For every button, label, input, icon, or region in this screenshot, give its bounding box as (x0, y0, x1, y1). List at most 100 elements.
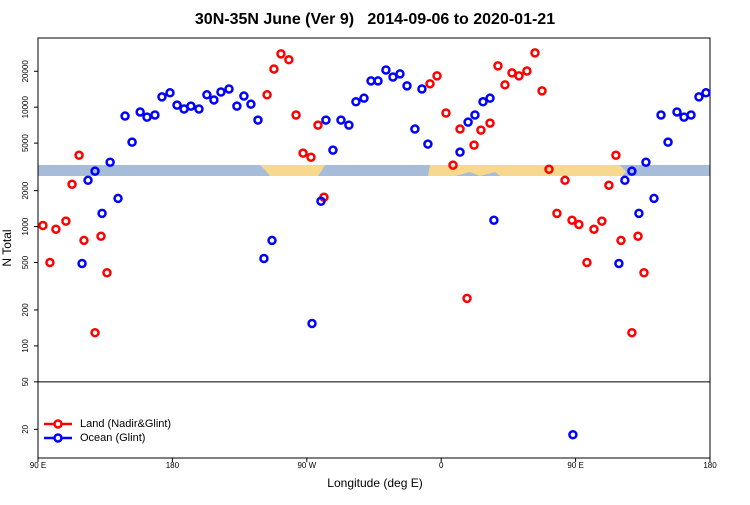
point (74, 150, 84, 160)
point (316, 196, 326, 206)
point (616, 235, 626, 246)
point (410, 124, 420, 134)
x-axis-label: Longitude (deg E) (327, 476, 422, 490)
point (373, 76, 383, 86)
land-strip (260, 165, 325, 176)
point (470, 110, 480, 120)
point (641, 157, 651, 167)
point (142, 112, 152, 122)
point (476, 125, 486, 135)
point (61, 216, 71, 226)
point (113, 193, 123, 204)
point (105, 157, 115, 167)
point (120, 111, 130, 121)
point (500, 80, 510, 90)
point (239, 91, 249, 101)
point (336, 115, 346, 125)
point (224, 84, 234, 94)
y-tick-label: 20000 (21, 60, 30, 83)
point (485, 118, 495, 128)
point (597, 216, 607, 226)
point (402, 81, 412, 91)
point (582, 257, 592, 268)
x-tick-label: 0 (439, 461, 444, 470)
point (574, 219, 584, 230)
point (627, 166, 637, 176)
point (216, 87, 226, 97)
point (83, 175, 93, 186)
point (150, 110, 160, 120)
point (417, 84, 427, 94)
point (79, 235, 89, 246)
point (478, 97, 488, 107)
point (560, 175, 570, 186)
legend-label: Land (Nadir&Glint) (80, 418, 171, 430)
point (321, 115, 331, 125)
point (344, 120, 354, 130)
point (493, 61, 503, 71)
plot-frame (37, 37, 711, 459)
point (291, 110, 301, 120)
point (522, 66, 532, 76)
y-axis-label: N Total (0, 229, 14, 266)
point (423, 139, 433, 149)
legend-marker (53, 419, 63, 429)
y-tick-label: 5000 (21, 134, 30, 152)
point (530, 48, 540, 58)
point (306, 152, 316, 162)
point (51, 224, 61, 234)
point (209, 95, 219, 105)
x-tick-label: 90 W (297, 461, 316, 470)
point (425, 79, 435, 89)
point (157, 92, 167, 102)
y-tick-label: 200 (21, 303, 30, 317)
point (633, 231, 643, 241)
x-tick-label: 90 E (30, 461, 46, 470)
point (455, 147, 465, 157)
point (276, 49, 286, 59)
point (672, 107, 682, 117)
point (544, 164, 554, 175)
chart-title: 30N-35N June (Ver 9) 2014-09-06 to 2020-… (195, 11, 555, 28)
point (165, 88, 175, 98)
point (232, 101, 242, 111)
point (395, 69, 405, 79)
legend-marker (53, 433, 63, 443)
point (663, 137, 673, 147)
point (67, 179, 77, 190)
point (537, 86, 547, 96)
point (90, 327, 100, 338)
point (694, 92, 704, 102)
point (96, 231, 106, 241)
x-tick-label: 180 (703, 461, 717, 470)
point (441, 108, 451, 118)
point (102, 268, 112, 278)
point (589, 224, 599, 234)
point (485, 93, 495, 103)
point (568, 430, 578, 440)
point (38, 220, 48, 231)
y-tick-label: 20 (21, 424, 30, 433)
point (432, 71, 442, 81)
point (351, 97, 361, 107)
point (686, 110, 696, 120)
point (269, 64, 279, 74)
point (127, 137, 137, 147)
y-tick-label: 50 (21, 377, 30, 386)
y-tick-label: 10000 (21, 96, 30, 119)
point (246, 99, 256, 109)
point (359, 93, 369, 103)
point (634, 208, 644, 219)
y-tick-label: 100 (21, 339, 30, 353)
map-strip (38, 165, 710, 176)
point (194, 104, 204, 114)
point (307, 318, 317, 329)
point (313, 120, 323, 130)
point (328, 145, 338, 155)
point (202, 90, 212, 100)
point (259, 253, 269, 264)
point (262, 90, 272, 100)
point (90, 166, 100, 176)
point (701, 88, 711, 98)
point (604, 180, 614, 190)
